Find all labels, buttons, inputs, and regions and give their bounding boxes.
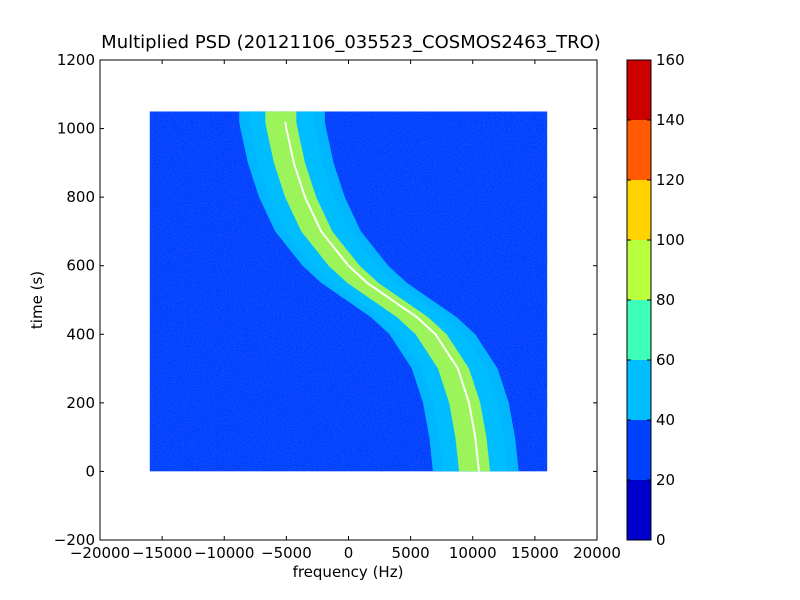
colorbar-segment xyxy=(627,180,651,240)
y-axis-label: time (s) xyxy=(28,271,46,329)
y-tick-label: 400 xyxy=(66,325,95,343)
y-tick-label: 0 xyxy=(85,462,95,480)
heatmap-image xyxy=(149,111,548,472)
colorbar-tick-label: 100 xyxy=(656,231,685,249)
x-tick-label: 0 xyxy=(344,544,354,562)
y-axis-ticks: −200 0 200 400 600 800 1000 1200 xyxy=(54,51,597,549)
x-axis-label: frequency (Hz) xyxy=(293,563,404,581)
x-tick-label: 15000 xyxy=(511,544,559,562)
y-tick-label: 200 xyxy=(66,394,95,412)
colorbar-segment xyxy=(627,420,651,480)
y-tick-label: −200 xyxy=(54,531,95,549)
colorbar-tick-label: 160 xyxy=(656,51,685,69)
y-tick-label: 1200 xyxy=(57,51,95,69)
plot-area: −20000 −15000 −10000 −5000 0 5000 10000 15000 20… xyxy=(54,51,621,562)
signal-noise xyxy=(149,111,548,472)
colorbar-segment xyxy=(627,120,651,180)
x-tick-label: 5000 xyxy=(392,544,430,562)
colorbar-tick-label: 80 xyxy=(656,291,675,309)
x-axis-ticks: −20000 −15000 −10000 −5000 0 5000 10000 15000 20… xyxy=(70,60,621,562)
colorbar-tick-label: 120 xyxy=(656,171,685,189)
colorbar-segments xyxy=(627,60,651,540)
colorbar-tick-label: 60 xyxy=(656,351,675,369)
colorbar-segment xyxy=(627,300,651,360)
colorbar-tick-label: 0 xyxy=(656,531,666,549)
colorbar-tick-label: 20 xyxy=(656,471,675,489)
colorbar-segment xyxy=(627,480,651,540)
colorbar-segment xyxy=(627,360,651,420)
colorbar-tick-label: 40 xyxy=(656,411,675,429)
colorbar-ticks: 0 20 40 60 80 100 120 140 160 xyxy=(627,51,685,549)
y-tick-label: 1000 xyxy=(57,120,95,138)
x-tick-label: −20000 xyxy=(70,544,130,562)
y-tick-label: 800 xyxy=(66,188,95,206)
chart-title: Multiplied PSD (20121106_035523_COSMOS24… xyxy=(101,32,601,53)
x-tick-label: 20000 xyxy=(573,544,621,562)
colorbar-tick-label: 140 xyxy=(656,111,685,129)
x-tick-label: −15000 xyxy=(132,544,192,562)
colorbar-segment xyxy=(627,240,651,300)
x-tick-label: 10000 xyxy=(449,544,497,562)
y-tick-label: 600 xyxy=(66,257,95,275)
colorbar-segment xyxy=(627,60,651,120)
x-tick-label: −10000 xyxy=(194,544,254,562)
x-tick-label: −5000 xyxy=(261,544,312,562)
colorbar: 0 20 40 60 80 100 120 140 160 xyxy=(626,51,685,549)
signal-carrier-line xyxy=(284,121,480,472)
